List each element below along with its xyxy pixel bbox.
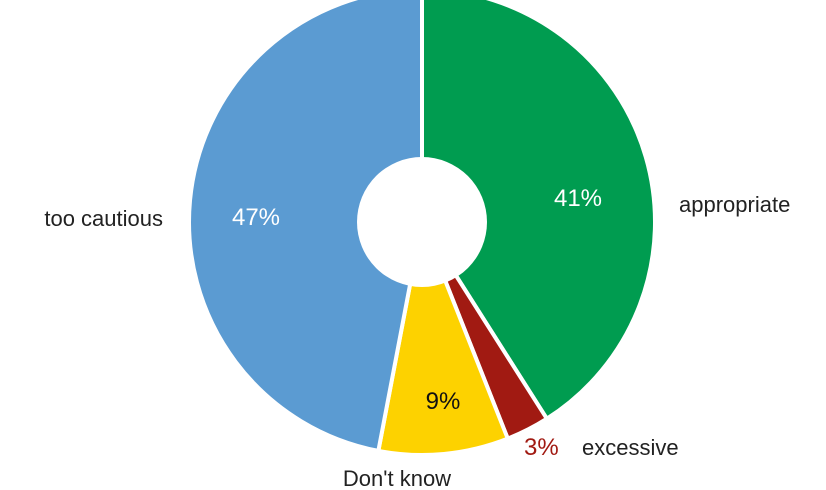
pct-label-dont-know: 9% [426, 388, 461, 415]
slice-too-cautious [187, 0, 424, 454]
category-label-too-cautious: too cautious [44, 206, 163, 231]
donut-hole [357, 157, 487, 287]
category-label-excessive: excessive [582, 435, 679, 460]
category-label-dont-know: Don't know [343, 466, 451, 490]
pct-label-excessive: 3% [524, 434, 559, 461]
slice-don-t-know [376, 214, 511, 457]
pct-label-appropriate: 41% [554, 185, 602, 212]
pct-label-too-cautious: 47% [232, 204, 280, 231]
slice-appropriate [420, 0, 657, 422]
donut-slices [187, 0, 657, 457]
category-label-appropriate: appropriate [679, 192, 790, 217]
